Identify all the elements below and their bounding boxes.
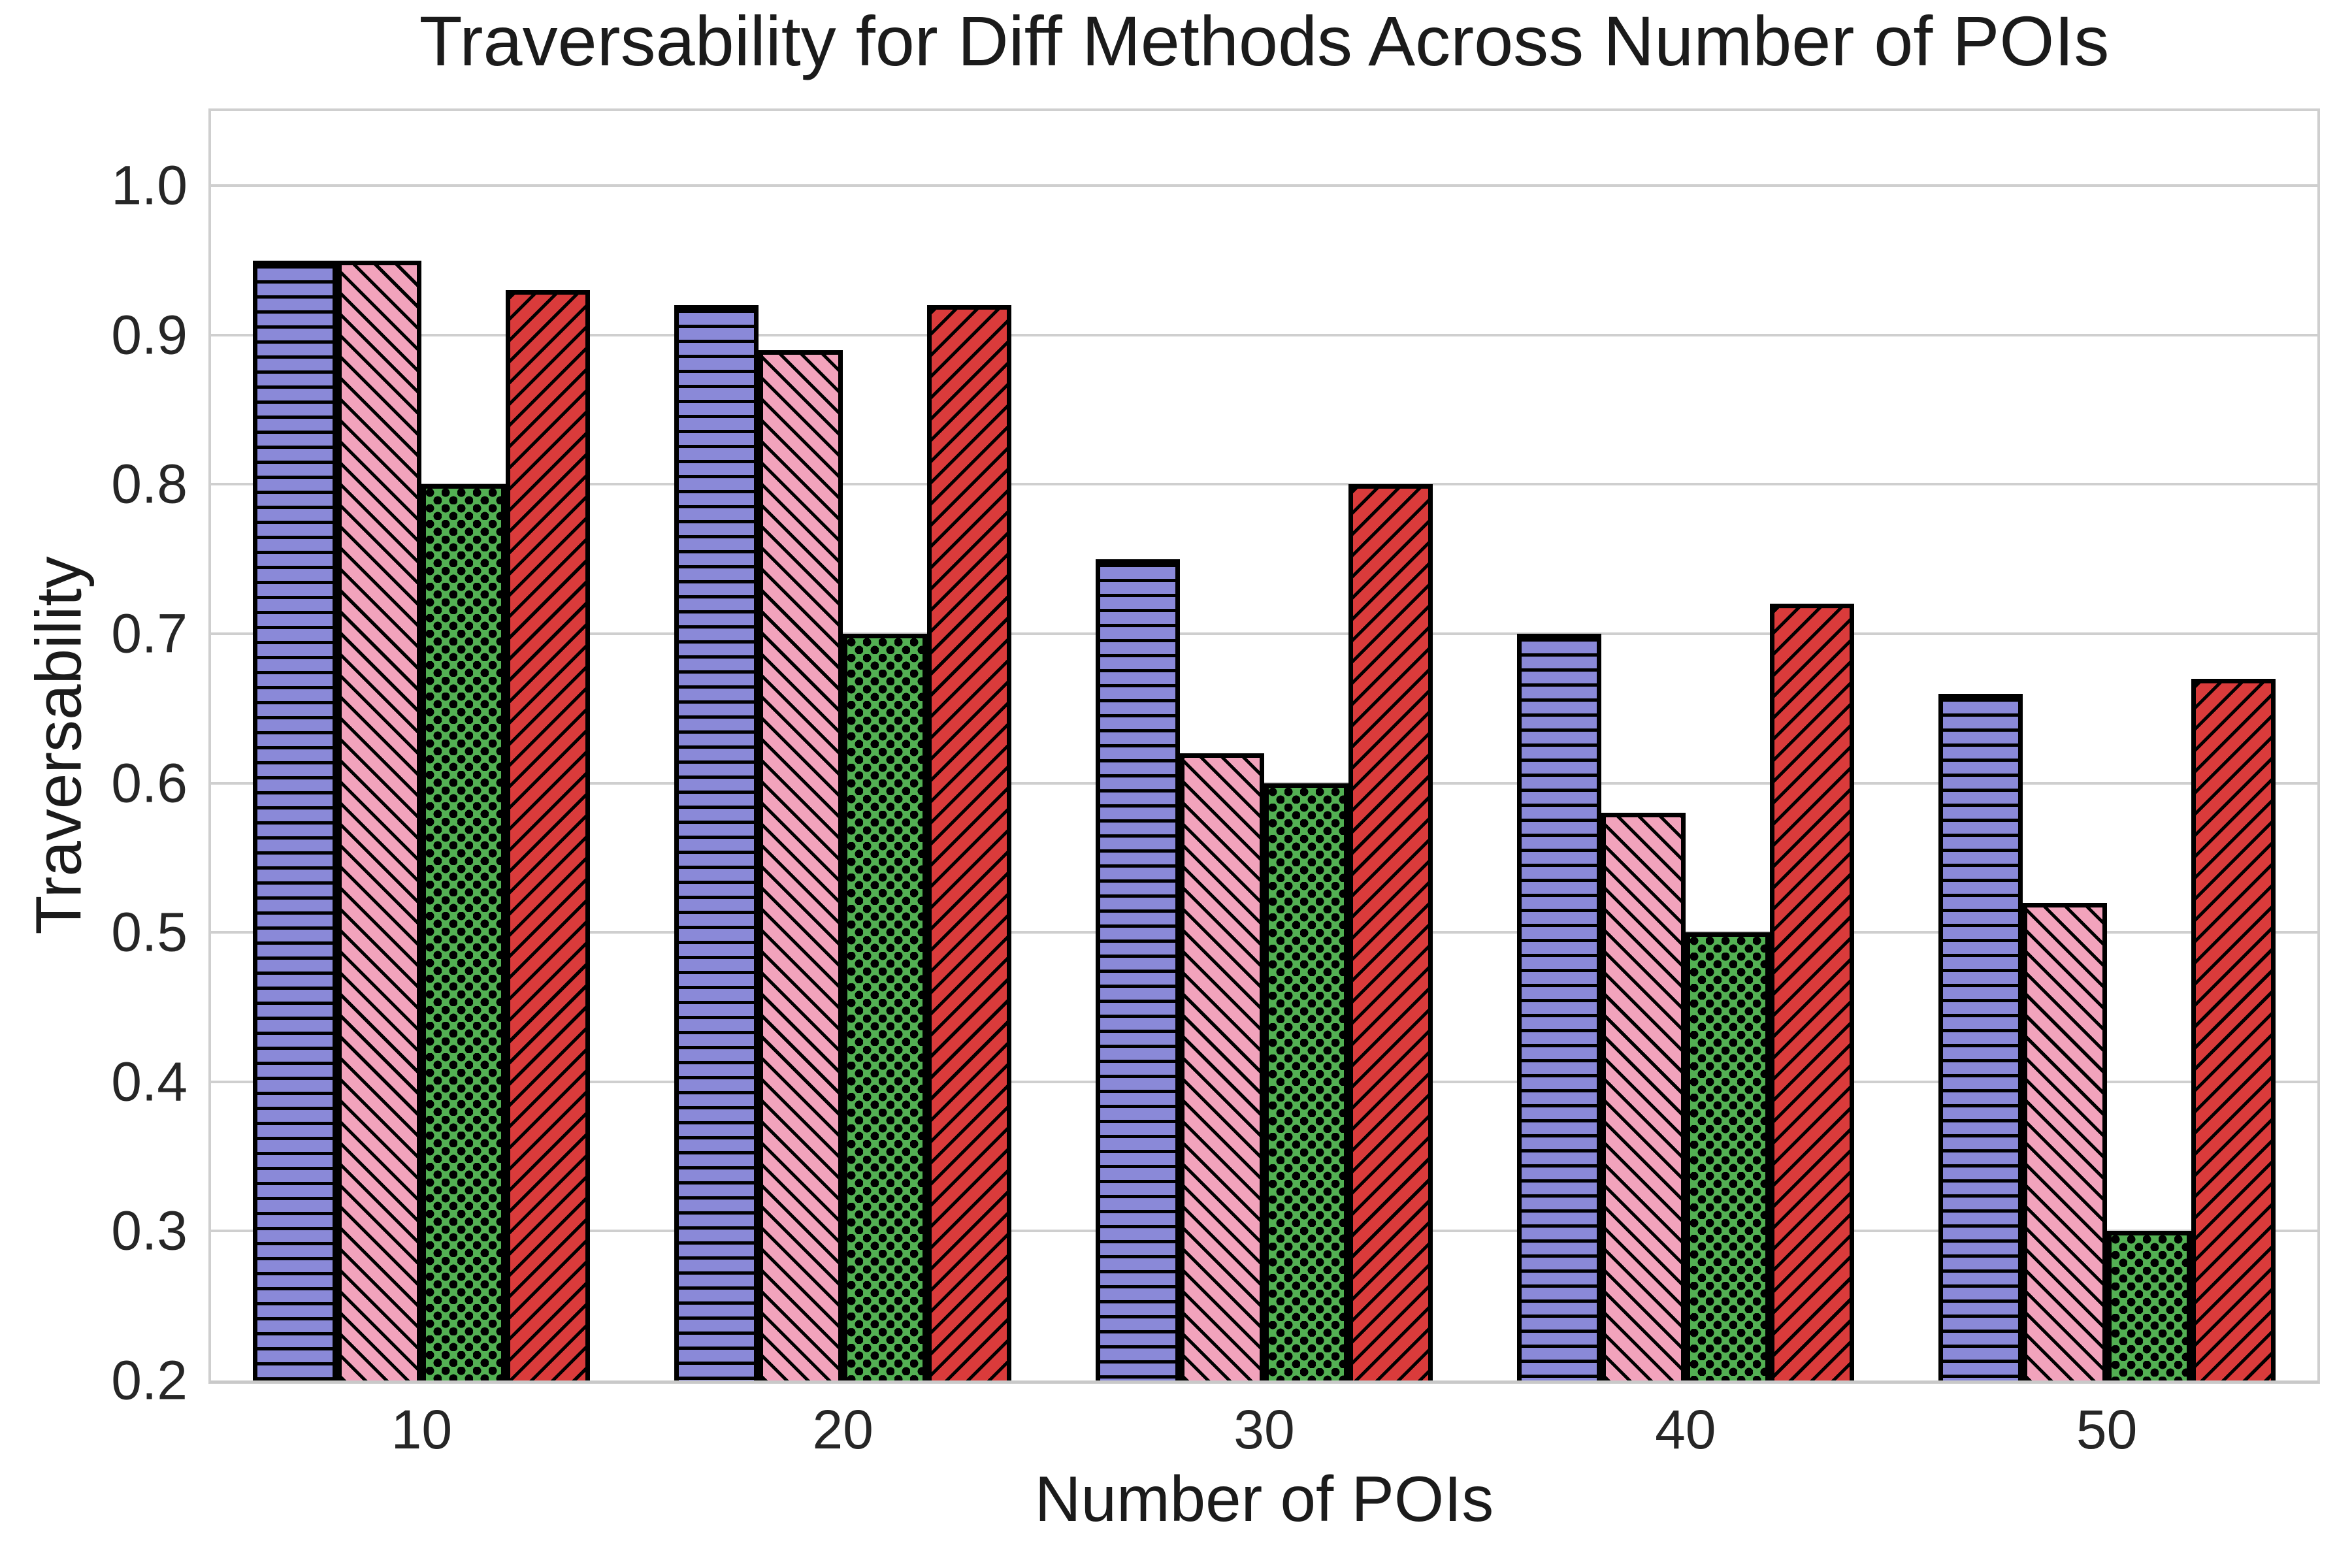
bar-50-pink-backslash-hatch — [2022, 902, 2107, 1380]
gridline-0.7 — [211, 632, 2317, 636]
x-tick-label-50: 50 — [2076, 1399, 2138, 1460]
y-tick-label-0.3: 0.3 — [111, 1200, 188, 1262]
bar-40-green-dot-hatch — [1685, 932, 1770, 1380]
bar-50-green-dot-hatch — [2106, 1231, 2191, 1380]
bar-10-red-slash-hatch — [506, 290, 591, 1380]
gridline-0.9 — [211, 333, 2317, 336]
y-tick-label-0.7: 0.7 — [111, 602, 188, 664]
bar-30-purple-horizontal-hatch — [1096, 559, 1181, 1380]
bar-50-red-slash-hatch — [2191, 678, 2276, 1380]
x-axis-label: Number of POIs — [1034, 1463, 1494, 1535]
y-tick-label-0.2: 0.2 — [111, 1349, 188, 1411]
gridline-0.8 — [211, 483, 2317, 486]
y-tick-label-0.6: 0.6 — [111, 752, 188, 814]
y-tick-label-0.9: 0.9 — [111, 304, 188, 366]
y-tick-label-0.4: 0.4 — [111, 1051, 188, 1113]
bar-10-purple-horizontal-hatch — [253, 260, 338, 1380]
bar-40-purple-horizontal-hatch — [1516, 634, 1601, 1380]
x-tick-label-10: 10 — [391, 1399, 453, 1460]
bar-10-pink-backslash-hatch — [337, 260, 422, 1380]
bar-20-purple-horizontal-hatch — [674, 305, 759, 1380]
bar-20-green-dot-hatch — [843, 634, 928, 1380]
y-tick-label-0.5: 0.5 — [111, 901, 188, 963]
gridline-1.0 — [211, 184, 2317, 188]
bar-10-green-dot-hatch — [421, 484, 506, 1380]
bar-40-pink-backslash-hatch — [1601, 813, 1686, 1380]
bar-40-red-slash-hatch — [1769, 604, 1854, 1380]
bar-30-red-slash-hatch — [1348, 484, 1433, 1380]
x-tick-label-40: 40 — [1655, 1399, 1716, 1460]
chart-title: Traversability for Diff Methods Across N… — [419, 1, 2110, 80]
plot-area — [208, 108, 2320, 1384]
bar-30-green-dot-hatch — [1264, 783, 1348, 1380]
y-tick-label-0.8: 0.8 — [111, 453, 188, 515]
x-tick-label-20: 20 — [812, 1399, 874, 1460]
x-tick-label-30: 30 — [1233, 1399, 1295, 1460]
bar-30-pink-backslash-hatch — [1180, 753, 1264, 1380]
bar-20-red-slash-hatch — [927, 305, 1012, 1380]
bar-50-purple-horizontal-hatch — [1938, 693, 2023, 1380]
y-tick-label-1.0: 1.0 — [111, 154, 188, 216]
bar-20-pink-backslash-hatch — [759, 350, 843, 1380]
